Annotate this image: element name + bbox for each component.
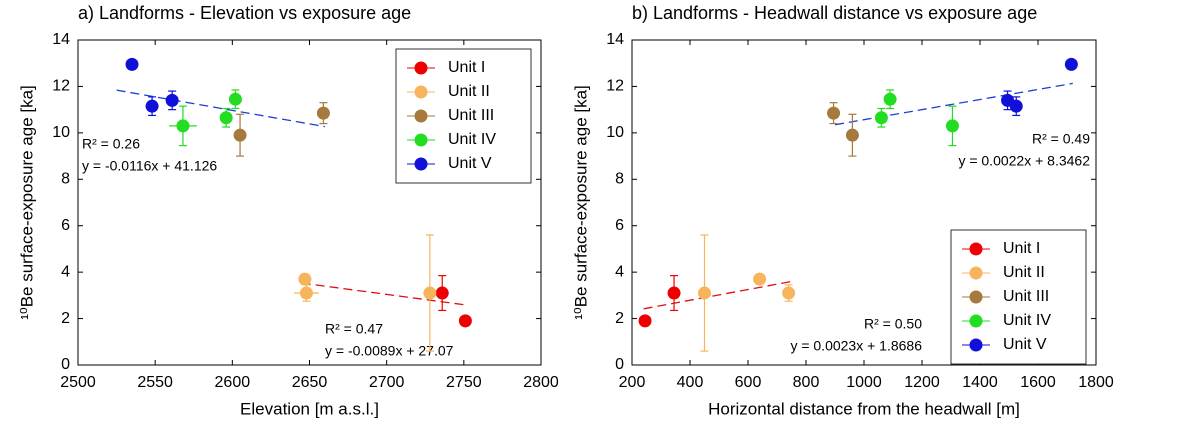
trend-line — [834, 82, 1073, 126]
point — [435, 286, 449, 300]
legend-label: Unit IV — [448, 131, 496, 148]
trend-annotation: R² = 0.26 — [82, 136, 140, 152]
x-tick-label: 200 — [619, 374, 646, 391]
y-tick-label: 8 — [615, 171, 624, 188]
point — [698, 286, 711, 300]
point — [782, 286, 796, 300]
legend-marker — [969, 290, 983, 304]
plot-frame — [77, 39, 542, 366]
point — [458, 314, 472, 328]
point — [638, 314, 652, 328]
x-tick-label: 2800 — [523, 374, 559, 391]
legend-marker — [969, 338, 983, 352]
y-tick-label: 12 — [52, 78, 70, 95]
legend-label: Unit I — [448, 59, 485, 76]
legend-marker — [414, 61, 428, 75]
legend-marker — [969, 266, 983, 280]
y-tick-label: 12 — [606, 78, 624, 95]
y-axis-label: ¹⁰Be surface-exposure age [ka] — [17, 85, 36, 320]
point — [125, 57, 139, 71]
point — [145, 99, 159, 113]
y-tick-label: 6 — [615, 217, 624, 234]
x-tick-label: 2650 — [292, 374, 328, 391]
point — [228, 92, 242, 106]
x-tick-label: 2700 — [369, 374, 405, 391]
chart-title: a) Landforms - Elevation vs exposure age — [78, 3, 411, 23]
point — [165, 93, 179, 107]
x-tick-label: 1600 — [1020, 374, 1056, 391]
y-tick-label: 0 — [61, 356, 70, 373]
point — [219, 111, 233, 125]
y-tick-label: 2 — [61, 310, 70, 327]
point — [845, 128, 859, 142]
y-tick-label: 6 — [61, 217, 70, 234]
y-tick-label: 10 — [606, 124, 624, 141]
x-tick-label: 2600 — [215, 374, 251, 391]
legend-marker — [969, 242, 983, 256]
point — [233, 128, 247, 142]
legend-label: Unit I — [1003, 240, 1040, 257]
y-tick-label: 4 — [615, 263, 624, 280]
legend-label: Unit II — [1003, 264, 1045, 281]
legend-marker — [414, 133, 428, 147]
point — [1009, 99, 1023, 113]
point — [827, 106, 841, 120]
legend-label: Unit III — [448, 107, 494, 124]
y-tick-label: 10 — [52, 124, 70, 141]
y-tick-label: 8 — [61, 171, 70, 188]
chart: 0 2 4 6 8 10 12 14 2500 2550 2600 2650 2700 2750 2800 a… — [17, 3, 558, 419]
x-tick-label: 1000 — [846, 374, 882, 391]
trend-line — [643, 280, 795, 310]
legend-marker — [414, 85, 428, 99]
x-axis-label: Horizontal distance from the headwall [m… — [708, 399, 1020, 418]
chart: 0 2 4 6 8 10 12 14 200 400 600 800 1000 1200 1400 1600 1… — [571, 3, 1113, 419]
legend-label: Unit III — [1003, 288, 1049, 305]
point — [298, 272, 312, 286]
legend-marker — [414, 109, 428, 123]
point — [316, 106, 330, 120]
x-tick-label: 1200 — [904, 374, 940, 391]
point — [667, 286, 681, 300]
y-tick-label: 4 — [61, 263, 70, 280]
point — [874, 111, 888, 125]
trend-annotation: R² = 0.47 — [325, 321, 383, 337]
trend-annotation: y = 0.0022x + 8.3462 — [958, 153, 1090, 169]
trend-line — [116, 89, 326, 128]
point — [1064, 57, 1078, 71]
x-axis-label: Elevation [m a.s.l.] — [240, 399, 379, 418]
trend-annotation: y = -0.0089x + 27.07 — [325, 343, 454, 359]
legend-label: Unit V — [1003, 336, 1047, 353]
point — [299, 286, 313, 300]
y-tick-label: 14 — [52, 31, 70, 48]
legend-label: Unit V — [448, 155, 492, 172]
x-tick-label: 1400 — [962, 374, 998, 391]
trend-annotation: y = 0.0023x + 1.8686 — [790, 338, 922, 354]
x-tick-label: 2750 — [446, 374, 482, 391]
y-axis-label: ¹⁰Be surface-exposure age [ka] — [571, 85, 590, 320]
point — [423, 286, 437, 300]
x-tick-label: 400 — [677, 374, 704, 391]
y-tick-label: 2 — [615, 310, 624, 327]
x-tick-label: 1800 — [1078, 374, 1114, 391]
point — [945, 119, 959, 133]
legend-label: Unit II — [448, 83, 490, 100]
point — [753, 272, 767, 286]
legend-marker — [414, 157, 428, 171]
plot-frame — [631, 39, 1097, 366]
legend-label: Unit IV — [1003, 312, 1051, 329]
legend-marker — [969, 314, 983, 328]
trend-annotation: R² = 0.50 — [864, 316, 922, 332]
y-tick-label: 0 — [615, 356, 624, 373]
x-tick-label: 2550 — [137, 374, 173, 391]
x-tick-label: 800 — [793, 374, 820, 391]
point — [883, 92, 897, 106]
chart-title: b) Landforms - Headwall distance vs expo… — [632, 3, 1037, 23]
x-tick-label: 2500 — [60, 374, 96, 391]
trend-annotation: R² = 0.49 — [1032, 131, 1090, 147]
point — [176, 119, 190, 133]
y-tick-label: 14 — [606, 31, 624, 48]
trend-annotation: y = -0.0116x + 41.126 — [82, 158, 217, 174]
x-tick-label: 600 — [735, 374, 762, 391]
